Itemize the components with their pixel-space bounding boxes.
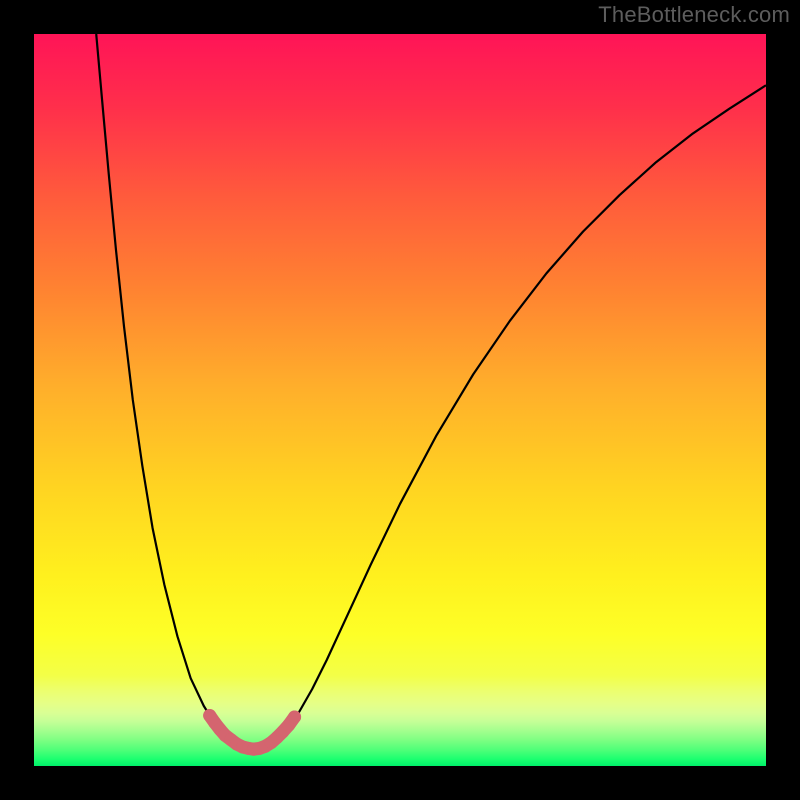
watermark-text: TheBottleneck.com [598, 2, 790, 27]
watermark: TheBottleneck.com [598, 2, 790, 28]
highlight-right-dot [288, 710, 301, 723]
gradient-background [34, 34, 766, 766]
chart-svg [34, 34, 766, 766]
plot-area [34, 34, 766, 766]
chart-container: TheBottleneck.com [0, 0, 800, 800]
